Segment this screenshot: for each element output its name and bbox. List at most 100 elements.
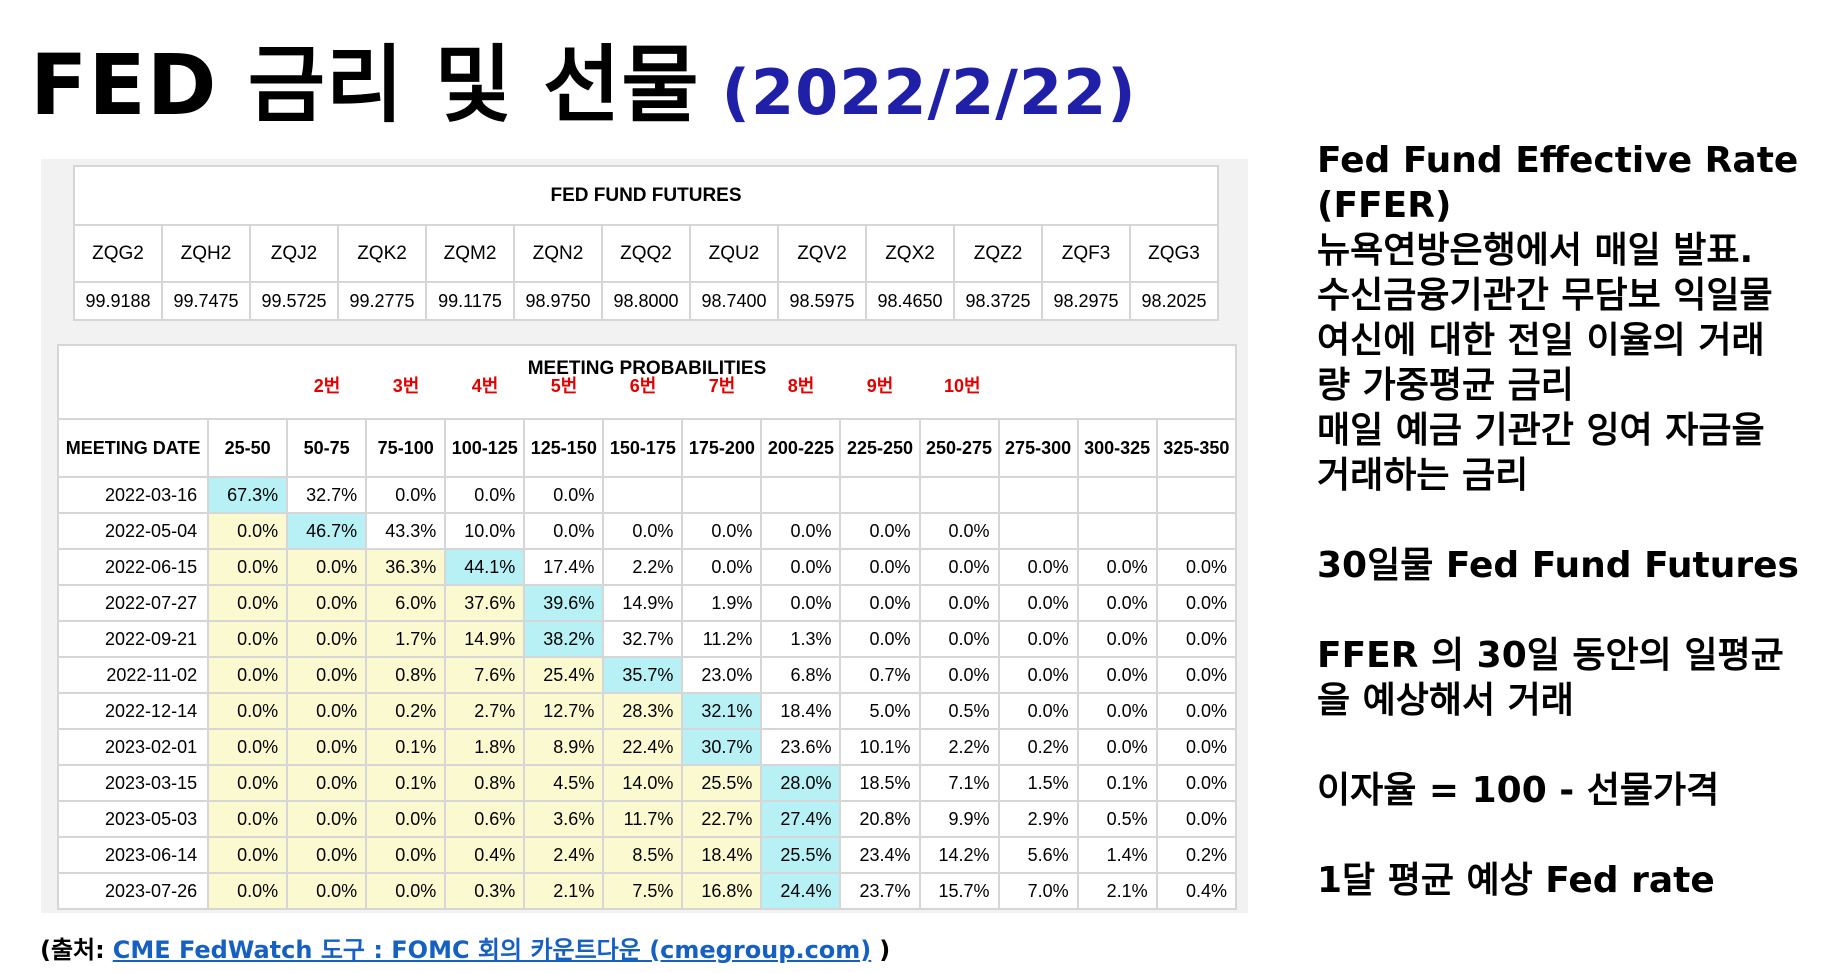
title-row: MEETING PROBABILITIES 2번 3번 4번 5번 6번 7번 8번 9번 10번 xyxy=(57,344,1237,420)
value-cell: 0.0% xyxy=(918,512,1000,550)
value-cell: 4.5% xyxy=(523,764,605,802)
value-cell: 0.0% xyxy=(286,692,368,730)
note-block: 1달 평균 예상 Fed rate xyxy=(1317,858,1799,903)
code-cell: ZQK2 xyxy=(337,224,427,283)
empty-cell xyxy=(1076,512,1158,550)
value-cell: 17.4% xyxy=(523,548,605,586)
note-line: 여신에 대한 전일 이율의 거래 xyxy=(1317,320,1765,361)
code-cell: ZQX2 xyxy=(865,224,955,283)
value-cell: 0.0% xyxy=(365,800,447,838)
annotation: 2번 xyxy=(313,376,341,396)
value-cell: 25.5% xyxy=(760,836,842,874)
value-cell: 30.7% xyxy=(681,728,763,766)
code-cell: ZQU2 xyxy=(689,224,779,283)
note-block: 30일물 Fed Fund Futures xyxy=(1317,543,1799,588)
value-cell: 0.1% xyxy=(365,764,447,802)
note-line: 1달 평균 예상 Fed rate xyxy=(1317,860,1715,901)
price-cell: 98.5975 xyxy=(777,281,867,321)
value-cell: 10.0% xyxy=(444,512,526,550)
price-cell: 98.2025 xyxy=(1129,281,1219,321)
value-cell: 0.0% xyxy=(365,836,447,874)
value-cell: 1.8% xyxy=(444,728,526,766)
value-cell: 23.0% xyxy=(681,656,763,694)
data-row: 2022-06-15 0.0% 0.0% 36.3% 44.1% 17.4% 2.2% 0.0… xyxy=(56,548,1238,586)
header-cell: 125-150 xyxy=(523,418,605,478)
note-block: Fed Fund Effective Rate (FFER) 뉴욕연방은행에서 매일… xyxy=(1317,138,1799,498)
empty-cell xyxy=(681,476,763,514)
value-cell: 0.0% xyxy=(286,548,368,586)
value-cell: 0.0% xyxy=(760,584,842,622)
value-cell: 0.0% xyxy=(997,620,1079,658)
value-cell: 2.7% xyxy=(444,692,526,730)
note-line: 량 가중평균 금리 xyxy=(1317,365,1574,406)
value-cell: 0.0% xyxy=(207,656,289,694)
value-cell: 2.1% xyxy=(523,872,605,910)
value-cell: 7.0% xyxy=(997,872,1079,910)
note-block: 이자율 = 100 - 선물가격 xyxy=(1317,768,1799,813)
value-cell: 0.0% xyxy=(997,656,1079,694)
value-cell: 0.0% xyxy=(444,476,526,514)
value-cell: 14.0% xyxy=(602,764,684,802)
data-row: 2023-07-26 0.0% 0.0% 0.0% 0.3% 2.1% 7.5% 16.8% 2… xyxy=(56,872,1238,910)
header-cell: 100-125 xyxy=(444,418,526,478)
data-row: 2023-05-03 0.0% 0.0% 0.0% 0.6% 3.6% 11.7% 22.7%… xyxy=(56,800,1238,838)
header-cell: 175-200 xyxy=(681,418,763,478)
price-cell: 99.9188 xyxy=(73,281,163,321)
empty-cell xyxy=(1076,476,1158,514)
value-cell: 2.2% xyxy=(602,548,684,586)
value-cell: 0.0% xyxy=(286,872,368,910)
code-cell: ZQH2 xyxy=(161,224,251,283)
value-cell: 0.0% xyxy=(1076,728,1158,766)
date-cell: 2023-03-15 xyxy=(56,764,210,802)
value-cell: 0.7% xyxy=(839,656,921,694)
value-cell: 0.0% xyxy=(1155,584,1238,622)
value-cell: 0.0% xyxy=(286,728,368,766)
source-link[interactable]: CME FedWatch 도구 : FOMC 회의 카운트다운 (cmegrou… xyxy=(112,936,872,964)
value-cell: 36.3% xyxy=(365,548,447,586)
value-cell: 0.2% xyxy=(1155,836,1238,874)
title: FED 금리 및 선물 (2022/2/22) xyxy=(30,18,1137,139)
table-title: MEETING PROBABILITIES 2번 3번 4번 5번 6번 7번 8번 9번 10번 xyxy=(57,344,1237,420)
note-line: FFER 의 30일 동안의 일평균 xyxy=(1317,635,1784,676)
value-cell: 3.6% xyxy=(523,800,605,838)
value-cell: 27.4% xyxy=(760,800,842,838)
title-row: FED FUND FUTURES xyxy=(73,165,1219,226)
empty-cell xyxy=(1155,476,1238,514)
value-cell: 0.0% xyxy=(839,548,921,586)
note-line: Fed Fund Effective Rate xyxy=(1317,140,1799,181)
annotation: 7번 xyxy=(708,376,736,396)
value-cell: 18.4% xyxy=(681,836,763,874)
table-title-text: MEETING PROBABILITIES xyxy=(527,358,767,379)
data-row: 2022-03-16 67.3% 32.7% 0.0% 0.0% 0.0% xyxy=(56,476,1238,514)
price-cell: 99.2775 xyxy=(337,281,427,321)
value-cell: 0.0% xyxy=(681,548,763,586)
value-cell: 0.0% xyxy=(207,764,289,802)
probabilities-table: MEETING PROBABILITIES 2번 3번 4번 5번 6번 7번 8번 9번 10번… xyxy=(56,344,1238,910)
value-cell: 1.4% xyxy=(1076,836,1158,874)
value-cell: 0.0% xyxy=(207,836,289,874)
table-title: FED FUND FUTURES xyxy=(73,165,1219,226)
date-cell: 2022-09-21 xyxy=(56,620,210,658)
value-cell: 11.2% xyxy=(681,620,763,658)
value-cell: 28.3% xyxy=(602,692,684,730)
header-cell: 50-75 xyxy=(286,418,368,478)
value-cell: 0.0% xyxy=(207,872,289,910)
value-cell: 44.1% xyxy=(444,548,526,586)
value-cell: 0.0% xyxy=(523,476,605,514)
code-cell: ZQV2 xyxy=(777,224,867,283)
value-cell: 0.0% xyxy=(839,584,921,622)
value-cell: 0.0% xyxy=(760,512,842,550)
data-row: 2022-09-21 0.0% 0.0% 1.7% 14.9% 38.2% 32.7% 11.… xyxy=(56,620,1238,658)
value-cell: 0.0% xyxy=(997,584,1079,622)
value-cell: 0.0% xyxy=(839,620,921,658)
date-cell: 2022-07-27 xyxy=(56,584,210,622)
value-cell: 43.3% xyxy=(365,512,447,550)
value-cell: 7.1% xyxy=(918,764,1000,802)
value-cell: 0.0% xyxy=(286,656,368,694)
value-cell: 2.9% xyxy=(997,800,1079,838)
value-cell: 37.6% xyxy=(444,584,526,622)
value-cell: 0.0% xyxy=(286,836,368,874)
header-cell: 250-275 xyxy=(918,418,1000,478)
source-suffix: ) xyxy=(879,936,891,964)
